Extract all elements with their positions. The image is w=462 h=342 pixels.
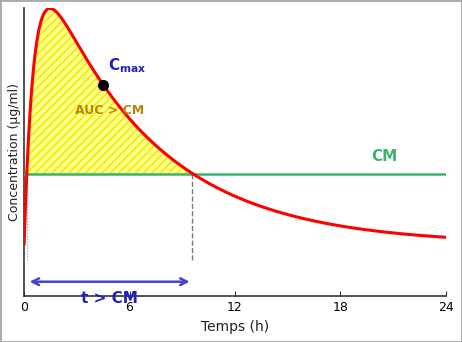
Text: t > CM: t > CM: [81, 291, 138, 306]
Text: $\mathbf{C_{max}}$: $\mathbf{C_{max}}$: [109, 57, 147, 75]
X-axis label: Temps (h): Temps (h): [201, 320, 269, 334]
Text: CM: CM: [371, 149, 397, 164]
Y-axis label: Concentration (µg/ml): Concentration (µg/ml): [8, 83, 21, 221]
Text: AUC > CM: AUC > CM: [75, 104, 144, 117]
